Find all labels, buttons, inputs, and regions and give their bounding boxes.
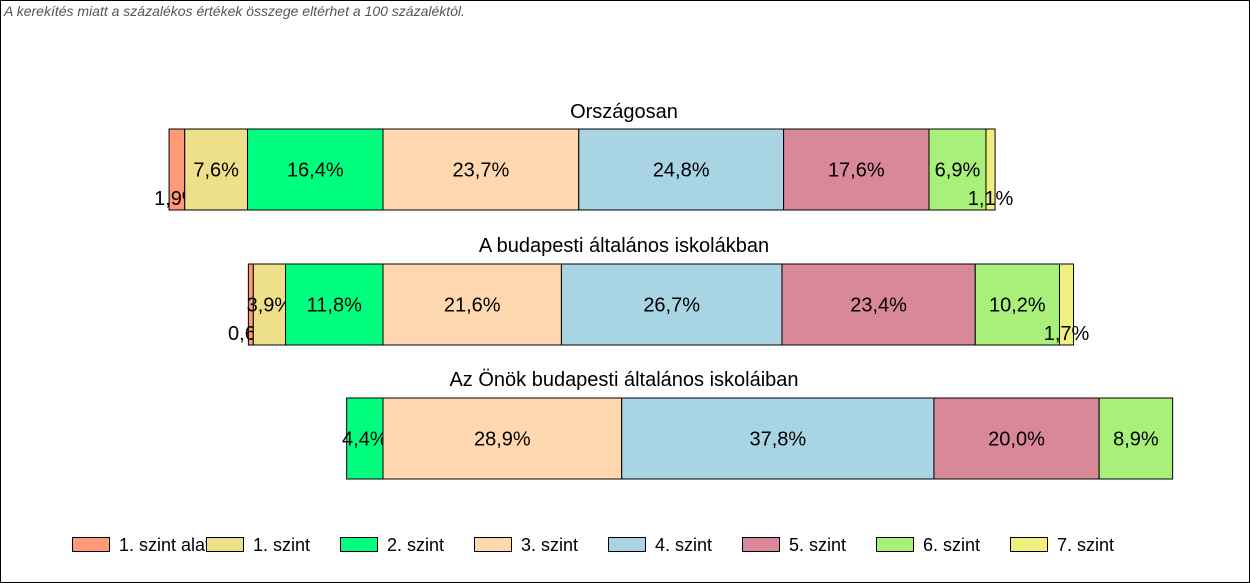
segment-label: 8,9% [1113, 429, 1159, 451]
bar-segment [252, 263, 287, 346]
legend-label: 7. szint [1057, 535, 1115, 555]
legend-label: 6. szint [923, 535, 981, 555]
segment-label: 3,9% [247, 295, 293, 317]
segment-label: 28,9% [474, 429, 531, 451]
segment-label: 4,4% [342, 429, 388, 451]
bar-segment [928, 128, 987, 211]
bar-segment [974, 263, 1060, 346]
legend-label: 3. szint [521, 535, 579, 555]
bar-segment [578, 128, 785, 211]
segment-label: 21,6% [444, 295, 501, 317]
legend-swatch [876, 537, 914, 552]
legend-swatch [474, 537, 512, 552]
bar-segment [781, 263, 976, 346]
segment-label: 17,6% [828, 160, 885, 182]
legend-label: 4. szint [655, 535, 713, 555]
segment-label: 26,7% [643, 295, 700, 317]
bar-segment [285, 263, 384, 346]
segment-label: 23,4% [850, 295, 907, 317]
segment-label: 23,7% [453, 160, 510, 182]
segment-label: 37,8% [749, 429, 806, 451]
segment-label: 1,7% [1044, 323, 1090, 345]
bar-segment [346, 397, 384, 480]
group-title: A budapesti általános iskolákban [479, 235, 769, 257]
legend-swatch [206, 537, 244, 552]
group-title: Országosan [570, 101, 678, 123]
segment-label: 6,9% [935, 160, 981, 182]
bar-segment [382, 397, 623, 480]
bar-segment [1058, 263, 1075, 346]
bar-segment [184, 128, 249, 211]
segment-label: 20,0% [988, 429, 1045, 451]
legend-label: 1. szint alatti [119, 535, 220, 555]
legend-swatch [608, 537, 646, 552]
bar-segment [247, 128, 384, 211]
bar-segment [382, 263, 562, 346]
legend-label: 1. szint [253, 535, 311, 555]
bar-segment [621, 397, 935, 480]
bar-segment [560, 263, 783, 346]
segment-label: 11,8% [307, 295, 362, 317]
bar-segment [933, 397, 1100, 480]
bar-segment [1098, 397, 1174, 480]
segment-label: 24,8% [653, 160, 710, 182]
group-title: Az Önök budapesti általános iskoláiban [449, 369, 798, 391]
segment-label: 7,6% [193, 160, 239, 182]
bar-segment [985, 128, 996, 211]
legend-label: 2. szint [387, 535, 445, 555]
segment-label: 1,1% [968, 188, 1014, 210]
rounding-note: A kerekítés miatt a százalékos értékek ö… [4, 3, 465, 19]
legend-swatch [1010, 537, 1048, 552]
segment-label: 16,4% [287, 160, 344, 182]
legend-label: 5. szint [789, 535, 847, 555]
segment-label: 10,2% [989, 295, 1046, 317]
legend-swatch [340, 537, 378, 552]
legend-swatch [742, 537, 780, 552]
legend-swatch [72, 537, 110, 552]
bar-segment [783, 128, 930, 211]
